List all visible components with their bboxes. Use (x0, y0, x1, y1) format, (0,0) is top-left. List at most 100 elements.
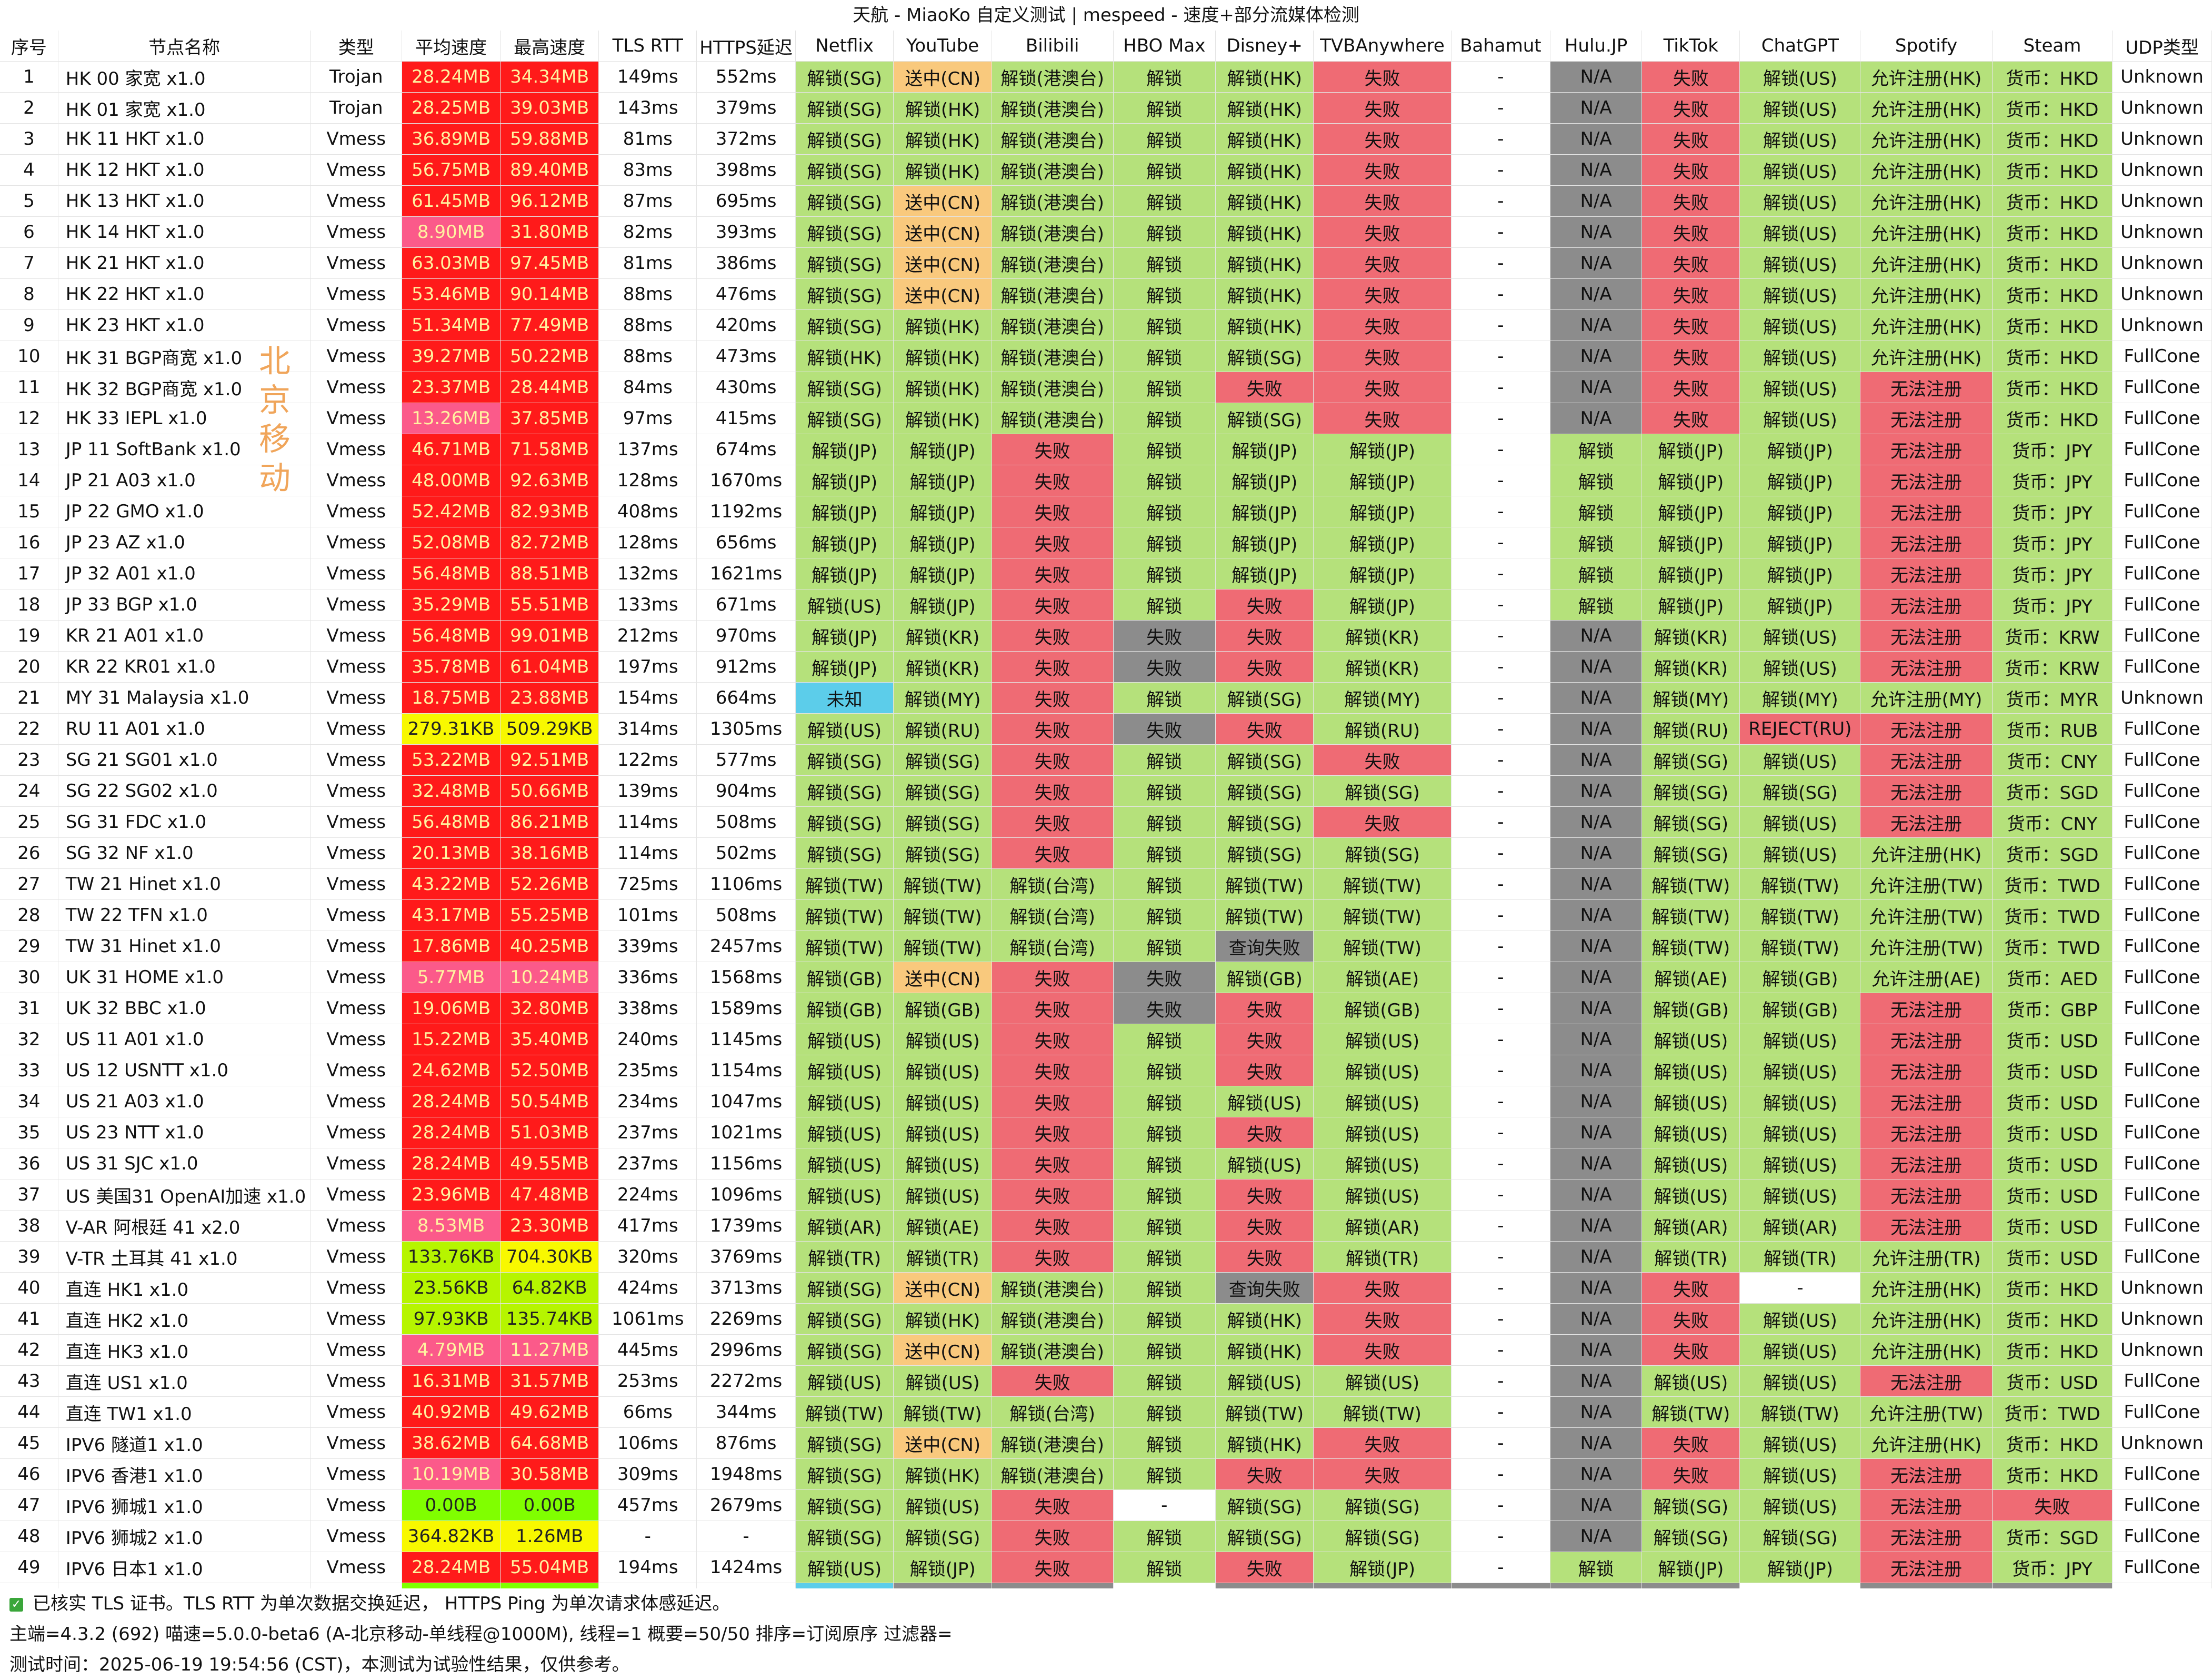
cell-TLS RTT: 122ms (598, 744, 697, 776)
cell-Disney+: 失败 (1215, 1055, 1314, 1086)
cell-Spotify: 无法注册 (1860, 1552, 1993, 1583)
cell-平均速度: 8.90MB (402, 216, 501, 248)
cell-Bahamut: - (1451, 1086, 1551, 1117)
cell-TLS RTT: 445ms (598, 1334, 697, 1366)
cell-Disney+: 失败 (1215, 651, 1314, 683)
cell-平均速度: 28.24MB (402, 1148, 501, 1179)
cell-Spotify: 允许注册(HK) (1860, 1334, 1993, 1366)
cell-Steam: 货币：HKD (1992, 1272, 2113, 1304)
cell-最高速度: 49.62MB (500, 1396, 599, 1428)
cell-Spotify: 允许注册(HK) (1860, 341, 1993, 372)
cell-TLS RTT: 339ms (598, 931, 697, 962)
cell-序号: 48 (0, 1521, 58, 1552)
cell-ChatGPT: 解锁(US) (1739, 154, 1861, 186)
cell-Steam: 货币：TWD (1992, 868, 2113, 900)
cell-YouTube: 解锁(US) (893, 1148, 992, 1179)
cell-类型: Vmess (310, 123, 403, 155)
cell-HTTPS延迟: 904ms (696, 775, 796, 807)
cell-TikTok: 失败 (1642, 154, 1740, 186)
cell-HBO Max: 解锁 (1113, 775, 1216, 807)
cell-HBO Max: 解锁 (1113, 744, 1216, 776)
cell-Bilibili: 解锁(港澳台) (992, 1272, 1114, 1304)
cell-ChatGPT: 解锁(US) (1739, 403, 1861, 434)
table-row: 35 US 23 NTT x1.0 Vmess 28.24MB 51.03MB 237ms… (0, 1117, 2212, 1148)
cell-最高速度: 39.03MB (500, 92, 599, 124)
cell-Steam: 货币：HKD (1992, 123, 2113, 155)
cell-HBO Max: 失败 (1113, 651, 1216, 683)
cell-序号: 49 (0, 1552, 58, 1583)
cell-类型: Vmess (310, 1210, 403, 1242)
cell-YouTube: 解锁(US) (893, 1024, 992, 1055)
cell-Bilibili: 解锁(港澳台) (992, 1334, 1114, 1366)
cell-HBO Max: 解锁 (1113, 1303, 1216, 1335)
cell-Bilibili: 失败 (992, 744, 1114, 776)
cell-TVBAnywhere: 失败 (1313, 154, 1452, 186)
cell-Steam: 货币：TWD (1992, 899, 2113, 931)
cell-Steam: 货币：TWD (1992, 931, 2113, 962)
cell-Hulu.JP: N/A (1550, 1521, 1642, 1552)
cell-Bilibili: 解锁(港澳台) (992, 1427, 1114, 1459)
cell-TikTok: 解锁(TW) (1642, 1396, 1740, 1428)
cell-Spotify: 允许注册(HK) (1860, 185, 1993, 217)
cell-最高速度: 64.68MB (500, 1427, 599, 1459)
cell-TLS RTT: 133ms (598, 589, 697, 621)
cell-Steam: 货币：HKD (1992, 278, 2113, 310)
cell-TikTok: 失败 (1642, 278, 1740, 310)
cell-YouTube: 解锁(US) (893, 1365, 992, 1397)
cell-Bahamut: - (1451, 1396, 1551, 1428)
cell-类型: Vmess (310, 589, 403, 621)
cell-Bilibili: 失败 (992, 465, 1114, 496)
cell-Spotify: 无法注册 (1860, 496, 1993, 527)
cell-Netflix: 未知 (795, 682, 894, 714)
cell-TVBAnywhere: 解锁(GB) (1313, 993, 1452, 1024)
footer: ✓ 已核实 TLS 证书。TLS RTT 为单次数据交换延迟， HTTPS Pin… (0, 1588, 2212, 1680)
cell-节点名称: V-TR 土耳其 41 x1.0 (58, 1241, 311, 1273)
cell-Hulu.JP: 解锁 (1550, 496, 1642, 527)
cell-HTTPS延迟: 1670ms (696, 465, 796, 496)
cell-Bilibili: 失败 (992, 527, 1114, 558)
cell-ChatGPT: 解锁(SG) (1739, 775, 1861, 807)
cell-TikTok: 失败 (1642, 1272, 1740, 1304)
cell-序号: 17 (0, 558, 58, 589)
cell-Hulu.JP: N/A (1550, 1458, 1642, 1490)
cell-ChatGPT: 解锁(JP) (1739, 527, 1861, 558)
cell-Spotify: 无法注册 (1860, 744, 1993, 776)
cell-Netflix: 解锁(TR) (795, 1241, 894, 1273)
cell-TikTok: 解锁(KR) (1642, 651, 1740, 683)
cell-ChatGPT: 解锁(US) (1739, 216, 1861, 248)
cell-Spotify: 允许注册(HK) (1860, 1427, 1993, 1459)
cell-Spotify: 无法注册 (1860, 1086, 1993, 1117)
column-header: UDP类型 (2112, 31, 2212, 62)
footer-note-line: ✓ 已核实 TLS 证书。TLS RTT 为单次数据交换延迟， HTTPS Pin… (9, 1588, 730, 1619)
cell-HBO Max: 失败 (1113, 620, 1216, 652)
cell-UDP类型: FullCone (2112, 899, 2212, 931)
cell-Disney+: 失败 (1215, 1024, 1314, 1055)
table-row: 44 直连 TW1 x1.0 Vmess 40.92MB 49.62MB 66ms 344m… (0, 1396, 2212, 1428)
cell-Bilibili: 失败 (992, 1210, 1114, 1242)
cell-Netflix: 解锁(SG) (795, 372, 894, 403)
cell-序号: 24 (0, 775, 58, 807)
cell-Disney+: 解锁(HK) (1215, 1303, 1314, 1335)
cell-Bilibili: 失败 (992, 1489, 1114, 1521)
cell-Netflix: 解锁(SG) (795, 216, 894, 248)
cell-Steam: 货币：JPY (1992, 434, 2113, 465)
table-row: 31 UK 32 BBC x1.0 Vmess 19.06MB 32.80MB 338ms… (0, 993, 2212, 1024)
cell-Netflix: 解锁(US) (795, 1365, 894, 1397)
cell-Spotify: 允许注册(HK) (1860, 309, 1993, 341)
cell-HBO Max: 解锁 (1113, 1148, 1216, 1179)
cell-YouTube: 解锁(RU) (893, 713, 992, 745)
cell-UDP类型: FullCone (2112, 527, 2212, 558)
cell-平均速度: 56.48MB (402, 620, 501, 652)
cell-Bilibili: 失败 (992, 620, 1114, 652)
cell-TikTok: 解锁(US) (1642, 1117, 1740, 1148)
cell-HBO Max: 解锁 (1113, 1210, 1216, 1242)
cell-Disney+: 解锁(SG) (1215, 1521, 1314, 1552)
cell-序号: 41 (0, 1303, 58, 1335)
cell-Steam: 货币：GBP (1992, 993, 2113, 1024)
cell-UDP类型: FullCone (2112, 806, 2212, 838)
cell-YouTube: 解锁(HK) (893, 92, 992, 124)
cell-TikTok: 解锁(RU) (1642, 713, 1740, 745)
cell-TLS RTT: 457ms (598, 1489, 697, 1521)
cell-最高速度: 34.34MB (500, 61, 599, 93)
cell-Disney+: 解锁(GB) (1215, 962, 1314, 993)
